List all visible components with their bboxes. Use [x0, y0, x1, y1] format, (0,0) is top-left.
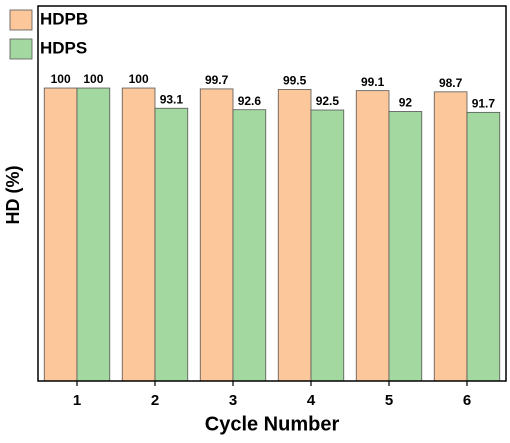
bar	[43, 87, 78, 382]
value-label: 92.5	[316, 94, 340, 108]
legend-label: HDPB	[40, 9, 88, 28]
value-label: 93.1	[160, 92, 184, 106]
value-label: 100	[51, 72, 71, 86]
bar	[388, 111, 423, 382]
plot-frame	[37, 5, 507, 382]
legend-swatch	[9, 9, 33, 31]
bar	[199, 88, 234, 382]
value-label: 91.7	[472, 97, 496, 111]
x-tick-label: 4	[307, 392, 316, 409]
value-label: 99.5	[283, 74, 307, 88]
x-axis-label: Cycle Number	[205, 413, 340, 435]
bar	[433, 91, 468, 382]
x-tick-label: 5	[385, 392, 393, 409]
bar	[310, 109, 345, 382]
bar	[355, 90, 390, 382]
bar	[232, 109, 267, 382]
bar	[154, 107, 189, 382]
bar	[76, 87, 111, 382]
x-tick-label: 2	[151, 392, 159, 409]
x-tick-label: 3	[229, 392, 237, 409]
value-label: 98.7	[439, 76, 463, 90]
value-label: 92.6	[238, 94, 262, 108]
legend-swatch	[9, 38, 33, 60]
value-label: 99.1	[361, 75, 385, 89]
value-label: 99.7	[205, 73, 229, 87]
value-label: 92	[399, 96, 413, 110]
bar	[121, 87, 156, 382]
x-tick-label: 6	[463, 392, 471, 409]
value-label: 100	[83, 72, 103, 86]
x-tick-label: 1	[73, 392, 81, 409]
bar	[277, 89, 312, 382]
legend-label: HDPS	[40, 38, 87, 57]
y-axis-label: HD (%)	[3, 166, 23, 225]
bar	[466, 111, 501, 382]
value-label: 100	[129, 72, 149, 86]
